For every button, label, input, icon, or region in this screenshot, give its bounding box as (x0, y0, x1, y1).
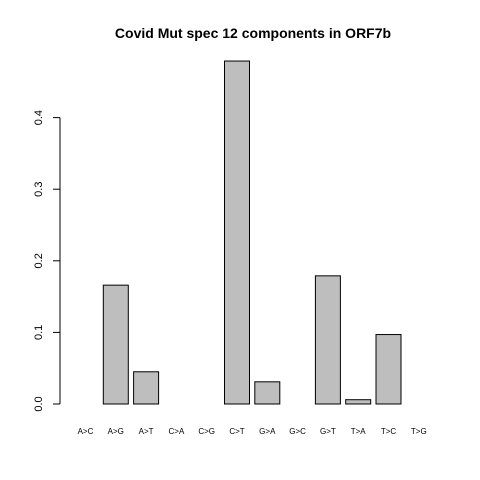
y-tick-label: 0.2 (33, 253, 45, 268)
x-axis-labels: A>C A>G A>T C>A C>G C>T G>A G>C G>T T>A T>C T>G (78, 427, 427, 436)
x-tick-label: G>T (320, 427, 336, 436)
y-tick-label: 0.0 (33, 396, 45, 411)
bar-A-to-T (133, 371, 160, 405)
bar-G-to-A (254, 381, 281, 405)
bar-G-to-T (314, 275, 341, 405)
y-tick-label: 0.3 (33, 182, 45, 197)
x-tick-label: G>C (289, 427, 306, 436)
x-tick-label: C>G (198, 427, 215, 436)
bars (102, 60, 402, 405)
y-tick-label: 0.4 (33, 110, 45, 125)
chart-title: Covid Mut spec 12 components in ORF7b (115, 25, 391, 41)
x-tick-label: T>C (381, 427, 397, 436)
y-axis: 0.0 0.1 0.2 0.3 0.4 (33, 110, 61, 412)
bar-A-to-G (102, 284, 129, 405)
bar-T-to-C (375, 334, 402, 405)
y-tick-label: 0.1 (33, 325, 45, 340)
x-tick-label: A>T (139, 427, 154, 436)
x-tick-label: A>G (108, 427, 124, 436)
x-tick-label: T>A (351, 427, 367, 436)
x-tick-label: C>A (169, 427, 185, 436)
x-tick-label: A>C (78, 427, 94, 436)
bar-C-to-T (224, 60, 250, 405)
bar-T-to-A (345, 399, 372, 405)
x-tick-label: C>T (229, 427, 244, 436)
x-tick-label: T>G (411, 427, 427, 436)
x-tick-label: G>A (259, 427, 276, 436)
